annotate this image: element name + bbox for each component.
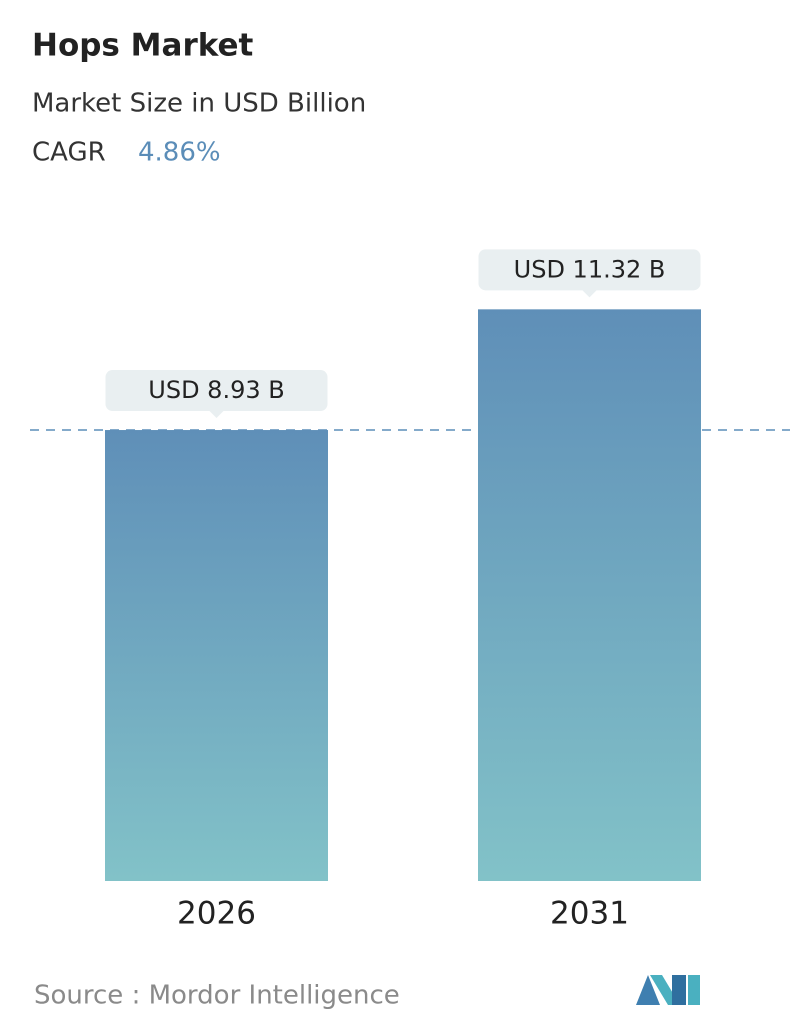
- value-label-box: [105, 370, 328, 412]
- value-label-pointer: [581, 289, 598, 298]
- source: Source : Mordor Intelligence: [34, 981, 400, 1011]
- chart-subtitle: Market Size in USD Billion: [32, 89, 366, 119]
- value-label: USD 8.93 B: [148, 376, 284, 404]
- x-tick-label: 2031: [550, 896, 629, 932]
- value-label-box: [478, 249, 701, 291]
- value-label-pointer: [208, 410, 225, 419]
- value-label: USD 11.32 B: [514, 255, 666, 283]
- logo: [636, 975, 700, 1005]
- chart-title: Hops Market: [32, 28, 254, 64]
- cagr-value: 4.86%: [138, 138, 221, 168]
- bar: [478, 309, 701, 882]
- cagr-label: CAGR: [32, 138, 106, 168]
- bar: [105, 430, 328, 881]
- x-tick-label: 2026: [177, 896, 256, 932]
